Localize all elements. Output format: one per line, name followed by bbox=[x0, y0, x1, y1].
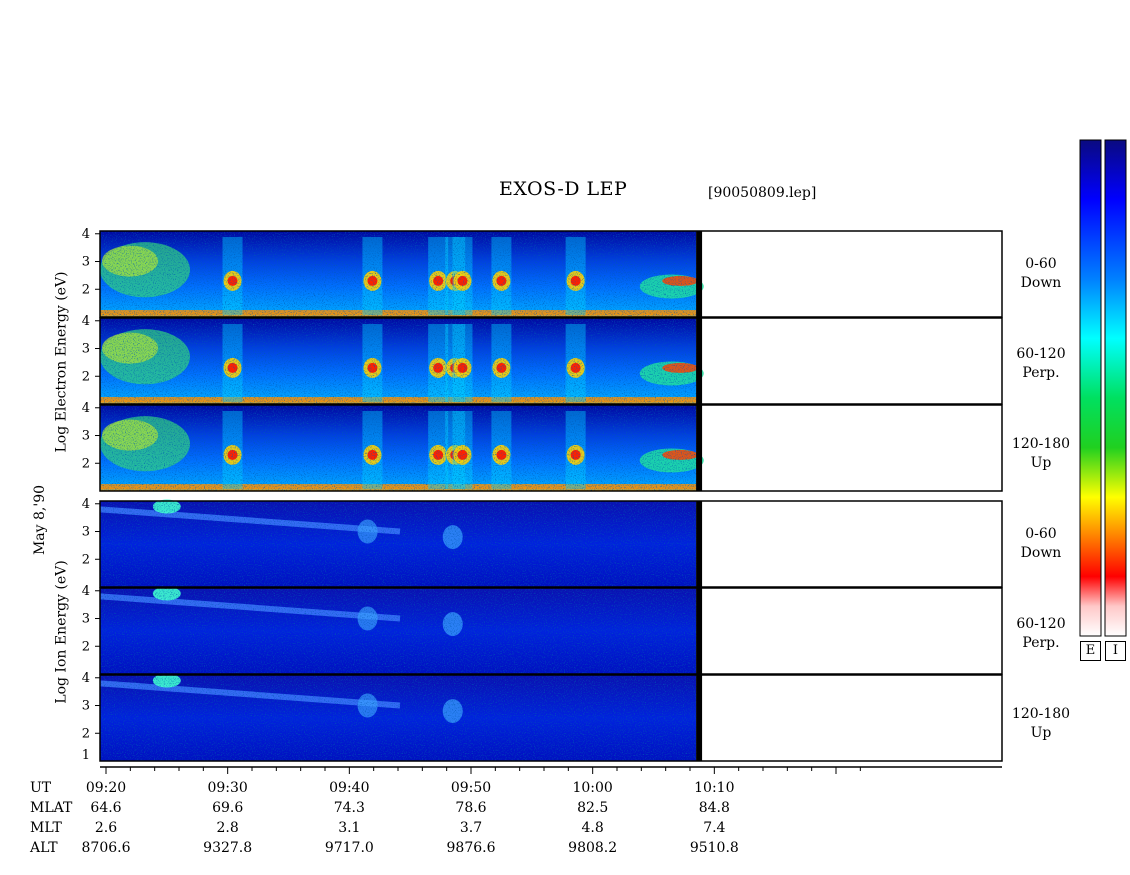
ut-value: 10:10 bbox=[694, 780, 735, 796]
spectrogram-noise bbox=[100, 318, 697, 404]
mlt-value: 4.8 bbox=[581, 820, 604, 836]
y-tick-label: 4 bbox=[82, 497, 90, 512]
data-end-marker bbox=[696, 588, 703, 674]
y-tick-label: 2 bbox=[82, 369, 90, 384]
y-tick-label: 2 bbox=[82, 456, 90, 471]
alt-value: 8706.6 bbox=[81, 840, 131, 856]
y-tick-label: 2 bbox=[82, 282, 90, 297]
electron-panel-2-label: 60-120 Perp. bbox=[1016, 346, 1066, 381]
y-tick-label: 3 bbox=[82, 612, 90, 627]
data-end-marker bbox=[696, 501, 703, 587]
ut-value: 09:40 bbox=[329, 780, 370, 796]
mlat-value: 64.6 bbox=[90, 800, 122, 816]
y-tick-label: 4 bbox=[82, 671, 90, 686]
ut-value: 09:50 bbox=[450, 780, 492, 796]
spectrogram-noise bbox=[100, 405, 697, 491]
spectrogram-noise bbox=[100, 675, 697, 761]
mlt-value: 3.1 bbox=[338, 820, 361, 836]
mlat-row-label: MLAT bbox=[30, 800, 73, 816]
ion-panel-2-label: 60-120 Perp. bbox=[1016, 616, 1066, 651]
y-tick-label: 4 bbox=[82, 401, 90, 416]
panel-frame bbox=[99, 317, 1003, 405]
mlat-value: 82.5 bbox=[577, 800, 609, 816]
y-tick-label: 4 bbox=[82, 314, 90, 329]
electron-panel-1-label: 0-60 Down bbox=[1020, 256, 1062, 291]
colorbar-ion-label: I bbox=[1105, 641, 1126, 661]
panel-frame bbox=[99, 500, 1003, 588]
panel-frame bbox=[99, 404, 1003, 492]
spectrogram-noise bbox=[100, 501, 697, 587]
ut-value: 10:00 bbox=[572, 780, 613, 796]
mlt-row-label: MLT bbox=[30, 820, 62, 836]
panel-frame bbox=[99, 674, 1003, 762]
y-tick-label: 2 bbox=[82, 639, 90, 654]
alt-value: 9327.8 bbox=[203, 840, 253, 856]
panel-frame bbox=[99, 230, 1003, 318]
ion-panel-1-label: 0-60 Down bbox=[1020, 526, 1062, 561]
alt-value: 9510.8 bbox=[689, 840, 739, 856]
y-tick-label: 1 bbox=[82, 748, 90, 763]
colorbar-ion bbox=[1104, 139, 1127, 637]
mlt-value: 2.8 bbox=[216, 820, 239, 836]
alt-value: 9808.2 bbox=[568, 840, 618, 856]
mlt-value: 2.6 bbox=[94, 820, 118, 836]
chart-title: EXOS-D LEP bbox=[499, 178, 628, 200]
colorbar-electron bbox=[1079, 139, 1102, 637]
mlat-value: 84.8 bbox=[698, 800, 730, 816]
y-tick-label: 4 bbox=[82, 227, 90, 242]
colorbar-electron-label: E bbox=[1080, 641, 1101, 661]
electron-panel-3-label: 120-180 Up bbox=[1011, 436, 1071, 471]
mlt-value: 7.4 bbox=[703, 820, 726, 836]
file-name: [90050809.lep] bbox=[708, 185, 817, 201]
data-end-marker bbox=[696, 405, 703, 491]
spectrogram-noise bbox=[100, 231, 697, 317]
y-tick-label: 3 bbox=[82, 525, 90, 540]
y-tick-label: 2 bbox=[82, 552, 90, 567]
alt-value: 9717.0 bbox=[324, 840, 374, 856]
mlat-value: 78.6 bbox=[455, 800, 487, 816]
ut-value: 09:20 bbox=[85, 780, 127, 796]
mlat-value: 69.6 bbox=[212, 800, 244, 816]
spectrogram-noise bbox=[100, 588, 697, 674]
alt-row-label: ALT bbox=[30, 840, 58, 856]
data-end-marker bbox=[696, 231, 703, 317]
panel-frame bbox=[99, 587, 1003, 675]
ion-panel-3-label: 120-180 Up bbox=[1011, 706, 1071, 741]
y-tick-label: 3 bbox=[82, 429, 90, 444]
data-end-marker bbox=[696, 318, 703, 404]
mlt-value: 3.7 bbox=[459, 820, 483, 836]
y-tick-label: 2 bbox=[82, 726, 90, 741]
ut-row-label: UT bbox=[30, 780, 52, 796]
alt-value: 9876.6 bbox=[446, 840, 496, 856]
y-tick-label: 3 bbox=[82, 342, 90, 357]
y-tick-label: 3 bbox=[82, 255, 90, 270]
y-tick-label: 4 bbox=[82, 584, 90, 599]
data-end-marker bbox=[696, 675, 703, 761]
ut-value: 09:30 bbox=[207, 780, 248, 796]
y-tick-label: 3 bbox=[82, 699, 90, 714]
mlat-value: 74.3 bbox=[333, 800, 365, 816]
